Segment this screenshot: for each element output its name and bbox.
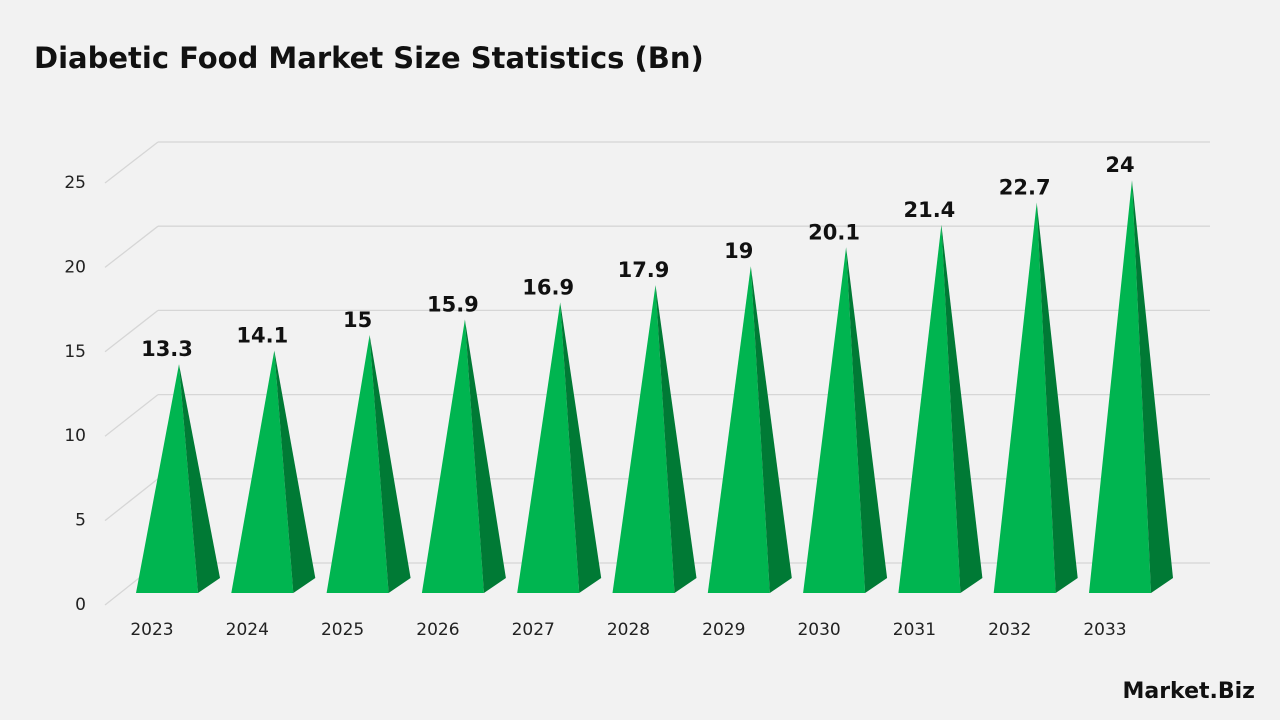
- x-tick-label: 2031: [893, 620, 936, 640]
- pyramid-side: [464, 319, 506, 593]
- pyramid: [898, 224, 983, 594]
- pyramid-side: [750, 266, 792, 593]
- value-label: 15: [343, 308, 372, 332]
- pyramid-front: [612, 285, 675, 593]
- pyramid-side: [1132, 180, 1173, 593]
- pyramid: [421, 319, 506, 593]
- pyramid-side: [846, 247, 888, 593]
- pyramid-side: [655, 285, 697, 593]
- pyramid-front: [707, 266, 770, 593]
- value-label: 19: [724, 239, 753, 263]
- pyramid-side: [941, 224, 983, 594]
- x-tick-label: 2023: [130, 620, 173, 640]
- y-tick-label: 15: [64, 342, 86, 362]
- pyramid-front: [993, 202, 1056, 593]
- pyramid-side: [179, 364, 220, 593]
- pyramid-side: [274, 350, 316, 593]
- pyramid-front: [1089, 180, 1151, 593]
- pyramid: [993, 202, 1078, 593]
- value-label: 13.3: [141, 337, 193, 361]
- pyramid-front: [231, 350, 294, 593]
- value-label: 15.9: [427, 293, 479, 317]
- x-tick-label: 2025: [321, 620, 364, 640]
- value-label: 24: [1105, 153, 1134, 177]
- pyramid: [707, 266, 792, 593]
- value-label: 21.4: [903, 198, 955, 222]
- x-tick-label: 2032: [988, 620, 1031, 640]
- y-tick-label: 5: [75, 511, 86, 531]
- x-tick-label: 2026: [416, 620, 459, 640]
- pyramid: [517, 302, 602, 593]
- value-label: 14.1: [236, 323, 288, 347]
- x-tick-label: 2029: [702, 620, 745, 640]
- pyramid-front: [421, 319, 484, 593]
- grid-line: [104, 478, 159, 522]
- x-tick-label: 2030: [797, 620, 840, 640]
- x-tick-label: 2033: [1083, 620, 1126, 640]
- x-tick-label: 2024: [226, 620, 269, 640]
- value-label: 17.9: [618, 258, 670, 282]
- y-tick-label: 25: [64, 173, 86, 193]
- pyramid-side: [369, 335, 411, 593]
- grid-line: [104, 141, 159, 184]
- pyramid-front: [803, 247, 866, 593]
- pyramid: [136, 364, 220, 593]
- value-label: 22.7: [999, 176, 1051, 200]
- pyramid-front: [898, 224, 961, 594]
- x-tick-label: 2028: [607, 620, 650, 640]
- pyramid-side: [1036, 202, 1078, 593]
- pyramid: [1089, 180, 1173, 593]
- value-label: 16.9: [522, 275, 574, 299]
- x-tick-label: 2027: [512, 620, 555, 640]
- pyramid-side: [560, 302, 602, 593]
- pyramid-front: [517, 302, 580, 593]
- y-tick-label: 20: [64, 257, 86, 277]
- grid-line: [104, 225, 159, 268]
- y-tick-label: 0: [75, 595, 86, 615]
- pyramid: [612, 285, 697, 593]
- pyramid-front: [326, 335, 389, 593]
- chart-title: Diabetic Food Market Size Statistics (Bn…: [34, 41, 704, 75]
- grid-line: [104, 309, 159, 353]
- pyramid-front: [136, 364, 198, 593]
- y-tick-label: 10: [64, 426, 86, 446]
- pyramid: [326, 335, 411, 593]
- value-label: 20.1: [808, 220, 860, 244]
- grid-line: [104, 394, 159, 437]
- brand-logo: Market.Biz: [1122, 679, 1255, 704]
- pyramid: [803, 247, 888, 593]
- pyramid: [231, 350, 316, 593]
